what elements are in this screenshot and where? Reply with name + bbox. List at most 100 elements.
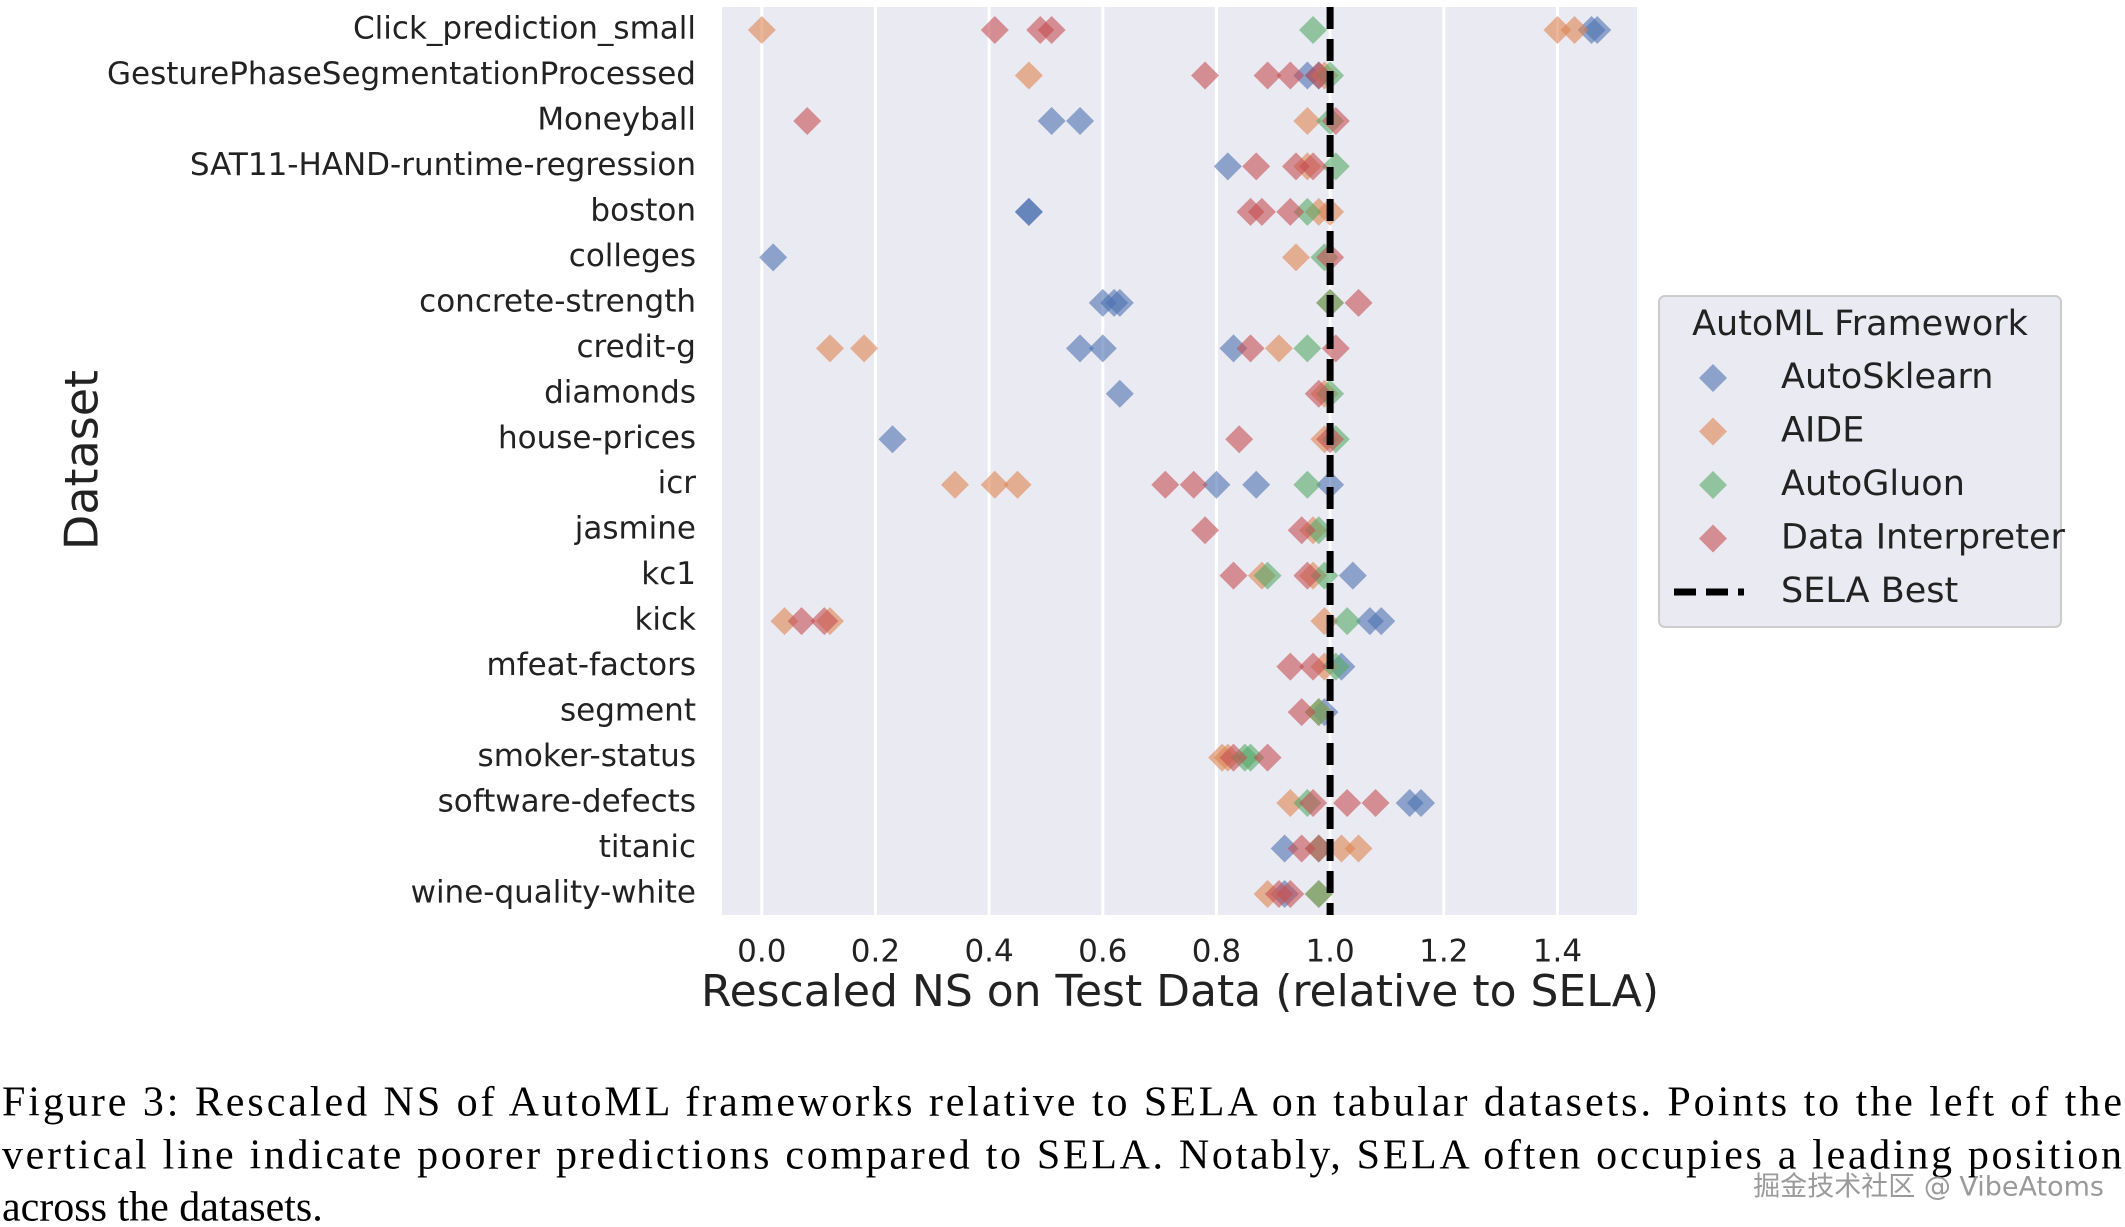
y-tick-label: wine-quality-white [411,875,696,911]
data-point [1202,470,1231,499]
data-point [1333,607,1362,636]
data-point [1361,789,1390,818]
data-point [1293,197,1322,226]
data-point [1299,16,1328,44]
x-tick-label: 1.2 [1419,934,1468,970]
data-point [1304,698,1333,727]
data-point [1316,470,1345,499]
data-point [1219,561,1248,590]
data-point [1333,789,1362,818]
data-point [1276,880,1305,908]
data-point [1304,880,1333,908]
data-point [1344,834,1373,863]
legend-marker [1699,417,1727,446]
legend-marker [1699,364,1727,392]
data-point [1066,106,1095,135]
data-point [1293,106,1322,135]
data-point [1276,652,1305,681]
data-point [1327,834,1356,863]
data-point [1105,288,1134,317]
x-tick-label: 0.4 [964,934,1013,970]
data-point [878,425,907,454]
caption: across the datasets. [2,1185,323,1227]
caption: vertical line indicate poorer prediction… [2,1133,2122,1179]
legend-label: Data Interpreter [1781,518,2065,558]
data-point [815,334,844,363]
data-point [1299,652,1328,681]
data-point [1236,743,1265,772]
data-point [787,607,816,636]
data-point [1242,152,1271,181]
data-point [1014,197,1043,226]
data-point [747,16,776,44]
y-tick-label: Moneyball [537,101,696,137]
data-point [1407,789,1436,818]
data-point [1088,334,1117,363]
y-tick-label: boston [590,192,696,228]
y-tick-label: kc1 [641,556,696,592]
data-point [1247,197,1276,226]
y-tick-label: jasmine [574,511,696,547]
y-tick-label: concrete-strength [419,283,696,319]
data-point [1583,16,1612,44]
data-point [1276,197,1305,226]
y-axis-label: Dataset [55,370,109,550]
data-point [1282,152,1311,181]
data-point [850,334,879,363]
data-point [1253,743,1282,772]
data-point [810,607,839,636]
data-point [1225,425,1254,454]
data-point [980,470,1009,499]
data-point [1304,516,1333,545]
data-point [1560,16,1589,44]
data-point [980,16,1009,44]
watermark: 掘金技术社区 @ VibeAtoms [1753,1172,2104,1203]
data-point [793,106,822,135]
x-tick-label: 0.6 [1078,934,1127,970]
data-point [759,243,788,272]
y-tick-label: icr [658,465,697,501]
legend-label: SELA Best [1781,571,1958,611]
data-point [1014,61,1043,90]
data-point [1299,152,1328,181]
legend-label: AutoSklearn [1781,357,1993,397]
y-tick-label: credit-g [577,329,697,365]
data-point [1037,106,1066,135]
y-tick-label: diamonds [544,374,696,410]
plot-background [722,7,1637,915]
data-point [1253,561,1282,590]
data-point [1282,243,1311,272]
data-point [1264,334,1293,363]
x-axis-label: Rescaled NS on Test Data (relative to SE… [701,966,1659,1017]
y-tick-label: SAT11-HAND-runtime-regression [190,147,696,183]
data-point [941,470,970,499]
legend-box [1658,295,2062,628]
x-tick-label: 0.2 [851,934,900,970]
data-point [1338,561,1367,590]
caption: Figure 3: Rescaled NS of AutoML framewor… [2,1080,2122,1126]
data-point [1304,834,1333,863]
data-point [1299,789,1328,818]
data-point [1179,470,1208,499]
data-point [1367,607,1396,636]
data-point [1287,698,1316,727]
data-point [1543,16,1572,44]
data-point [1066,334,1095,363]
y-tick-label: colleges [569,238,696,274]
x-tick-label: 1.0 [1305,934,1354,970]
data-point [1037,16,1066,44]
data-point [1293,561,1322,590]
data-point [1287,834,1316,863]
legend-marker [1699,471,1727,499]
y-tick-label: house-prices [498,420,696,456]
data-point [1293,470,1322,499]
data-point [1276,61,1305,90]
y-tick-label: GesturePhaseSegmentationProcessed [107,56,696,92]
y-tick-label: software-defects [438,784,696,820]
data-point [1304,379,1333,408]
y-tick-label: kick [634,602,696,638]
x-tick-label: 0.8 [1192,934,1241,970]
data-point [1219,743,1248,772]
data-point [1253,61,1282,90]
y-tick-label: segment [560,693,696,729]
